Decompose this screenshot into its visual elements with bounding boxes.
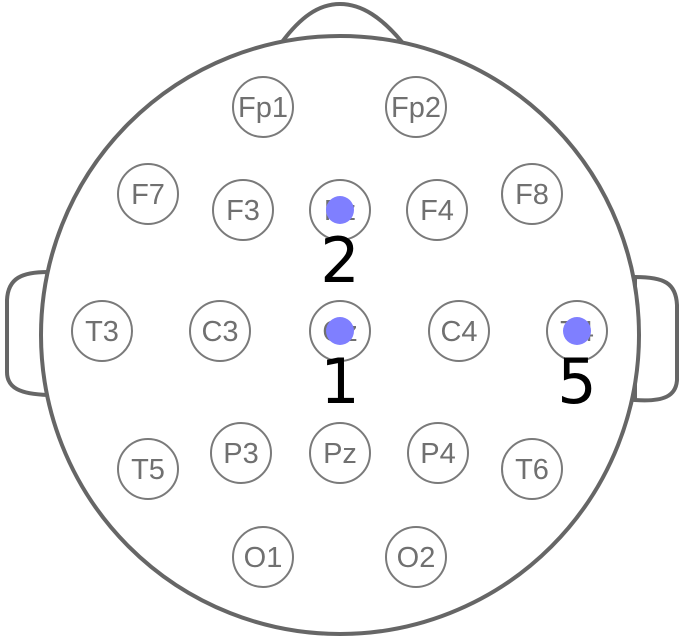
- electrode-ring: [428, 300, 490, 362]
- right-ear: [633, 274, 679, 403]
- electrode-label: F4: [420, 195, 454, 227]
- electrode-label: F8: [515, 179, 549, 211]
- electrode-label: F7: [131, 179, 165, 211]
- electrode-label: Fp1: [238, 92, 288, 124]
- electrode-f8: F8: [501, 163, 563, 225]
- electrode-label: T5: [131, 454, 165, 486]
- marker-layer: 2 1 5: [320, 196, 597, 418]
- electrode-label: P4: [420, 438, 455, 470]
- electrode-label: Fp2: [391, 92, 441, 124]
- left-ear: [5, 269, 50, 398]
- electrode-pz: Pz: [309, 422, 371, 484]
- electrode-ring: [501, 163, 563, 225]
- electrode-f4: F4: [406, 179, 468, 241]
- nose: [277, 1, 407, 44]
- electrode-label: O2: [397, 542, 436, 574]
- marker-dot: [326, 317, 354, 345]
- electrode-label: O1: [244, 542, 283, 574]
- marker-cz: 1: [320, 317, 360, 418]
- marker-number: 5: [557, 345, 596, 418]
- electrode-ring: [309, 422, 371, 484]
- electrode-layer: Fp1Fp2F7F3FzF4F8T3C3CzC4T4T5P3PzP4T6O1O2: [71, 76, 608, 588]
- electrode-label: T3: [85, 316, 119, 348]
- electrode-label: F3: [226, 195, 260, 227]
- electrode-ring: [407, 422, 469, 484]
- marker-t4: 5: [557, 317, 597, 418]
- electrode-t3: T3: [71, 300, 133, 362]
- electrode-label: Pz: [323, 438, 357, 470]
- marker-number: 1: [320, 345, 359, 418]
- electrode-t6: T6: [501, 438, 563, 500]
- electrode-ring: [210, 422, 272, 484]
- electrode-fp2: Fp2: [385, 76, 447, 138]
- electrode-ring: [406, 179, 468, 241]
- electrode-o2: O2: [385, 526, 447, 588]
- electrode-ring: [117, 163, 179, 225]
- marker-fz: 2: [320, 196, 360, 297]
- electrode-ring: [71, 300, 133, 362]
- electrode-o1: O1: [232, 526, 294, 588]
- electrode-label: P3: [223, 438, 258, 470]
- electrode-p4: P4: [407, 422, 469, 484]
- electrode-ring: [385, 526, 447, 588]
- electrode-c3: C3: [189, 300, 251, 362]
- electrode-label: C3: [201, 316, 238, 348]
- electrode-t5: T5: [117, 438, 179, 500]
- electrode-ring: [385, 76, 447, 138]
- electrode-p3: P3: [210, 422, 272, 484]
- electrode-f7: F7: [117, 163, 179, 225]
- electrode-ring: [189, 300, 251, 362]
- electrode-label: C4: [440, 316, 477, 348]
- electrode-ring: [232, 76, 294, 138]
- marker-number: 2: [320, 224, 359, 297]
- marker-dot: [563, 317, 591, 345]
- marker-dot: [326, 196, 354, 224]
- electrode-fp1: Fp1: [232, 76, 294, 138]
- electrode-c4: C4: [428, 300, 490, 362]
- electrode-label: T6: [515, 454, 549, 486]
- electrode-ring: [212, 179, 274, 241]
- electrode-f3: F3: [212, 179, 274, 241]
- electrode-ring: [232, 526, 294, 588]
- electrode-ring: [501, 438, 563, 500]
- electrode-ring: [117, 438, 179, 500]
